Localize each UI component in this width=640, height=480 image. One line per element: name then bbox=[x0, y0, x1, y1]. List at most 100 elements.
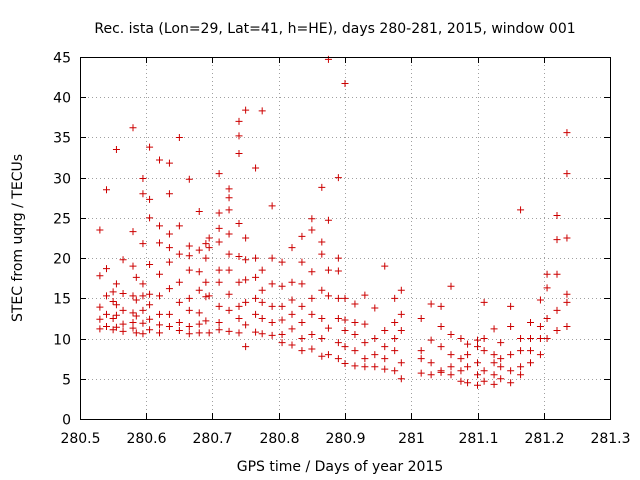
data-point bbox=[391, 335, 399, 343]
x-tick-label: 280.8 bbox=[259, 431, 299, 447]
data-point bbox=[96, 303, 104, 311]
x-tick-labels: 280.5 280.6 280.7 280.8 280.9 281 281.1 281.2 28… bbox=[60, 431, 630, 447]
data-point bbox=[139, 319, 147, 327]
data-point bbox=[324, 324, 332, 332]
y-tick-label: 10 bbox=[53, 333, 71, 349]
data-point bbox=[165, 230, 173, 238]
data-point bbox=[278, 316, 286, 324]
data-point bbox=[242, 256, 250, 264]
data-point bbox=[318, 314, 326, 322]
data-point bbox=[447, 282, 455, 290]
data-point bbox=[427, 359, 435, 367]
data-point bbox=[185, 330, 193, 338]
data-point bbox=[185, 242, 193, 250]
data-point bbox=[464, 363, 472, 371]
data-point bbox=[278, 258, 286, 266]
data-point bbox=[139, 174, 147, 182]
data-point bbox=[497, 355, 505, 363]
data-point bbox=[298, 280, 306, 288]
data-point bbox=[361, 291, 369, 299]
data-point bbox=[278, 302, 286, 310]
data-point bbox=[361, 320, 369, 328]
data-point bbox=[563, 170, 571, 178]
data-point bbox=[517, 363, 525, 371]
data-point bbox=[371, 363, 379, 371]
data-point bbox=[351, 331, 359, 339]
data-point bbox=[288, 310, 296, 318]
data-point bbox=[474, 371, 481, 379]
data-point bbox=[553, 306, 561, 314]
data-point bbox=[381, 355, 389, 363]
data-point bbox=[536, 322, 544, 330]
data-point bbox=[437, 368, 445, 376]
data-point bbox=[225, 206, 233, 214]
data-point bbox=[334, 267, 342, 275]
data-point bbox=[278, 331, 286, 339]
data-point bbox=[474, 381, 481, 389]
data-point bbox=[288, 325, 296, 333]
data-point bbox=[490, 359, 498, 367]
data-point bbox=[225, 185, 233, 193]
data-point bbox=[235, 150, 243, 158]
data-point bbox=[381, 365, 389, 373]
data-point bbox=[225, 194, 233, 202]
data-point bbox=[195, 329, 203, 337]
data-point bbox=[334, 355, 342, 363]
data-point bbox=[96, 325, 104, 333]
data-point bbox=[490, 325, 498, 333]
data-point bbox=[205, 244, 213, 252]
data-point bbox=[341, 327, 349, 335]
x-tick-label: 280.5 bbox=[60, 431, 100, 447]
data-point bbox=[165, 190, 173, 198]
data-point bbox=[324, 55, 332, 63]
data-point bbox=[175, 327, 183, 335]
data-point bbox=[527, 359, 534, 367]
data-point bbox=[341, 294, 349, 302]
data-point bbox=[215, 170, 223, 178]
data-point bbox=[308, 331, 316, 339]
y-tick-labels: 0 5 10 15 20 25 30 35 40 45 bbox=[53, 51, 71, 429]
data-point bbox=[146, 301, 154, 309]
data-point bbox=[381, 327, 389, 335]
data-point bbox=[490, 380, 498, 388]
data-point bbox=[334, 314, 342, 322]
data-point bbox=[215, 224, 223, 232]
data-point bbox=[437, 302, 445, 310]
data-point bbox=[202, 317, 210, 325]
x-tick-label: 281.1 bbox=[458, 431, 498, 447]
data-point bbox=[447, 331, 455, 339]
data-point bbox=[103, 292, 110, 300]
data-point bbox=[235, 278, 243, 286]
y-tick-label: 30 bbox=[53, 172, 71, 188]
data-point bbox=[252, 310, 260, 318]
data-point bbox=[474, 343, 481, 351]
x-axis-label: GPS time / Days of year 2015 bbox=[237, 459, 444, 475]
data-point bbox=[268, 318, 276, 326]
data-point bbox=[480, 335, 488, 343]
data-point bbox=[507, 351, 515, 359]
data-point bbox=[132, 312, 140, 320]
data-point bbox=[543, 270, 551, 278]
data-point bbox=[175, 222, 183, 230]
x-tick-label: 281.3 bbox=[590, 431, 630, 447]
data-point bbox=[308, 226, 316, 234]
data-point bbox=[268, 202, 276, 210]
data-point bbox=[225, 290, 233, 298]
data-point bbox=[129, 309, 137, 317]
data-point bbox=[175, 278, 183, 286]
data-point bbox=[146, 315, 154, 323]
data-point bbox=[288, 244, 296, 252]
data-point bbox=[129, 324, 137, 332]
data-point bbox=[129, 262, 137, 270]
data-point bbox=[324, 351, 332, 359]
data-point bbox=[397, 359, 405, 367]
data-point bbox=[139, 280, 147, 288]
data-point bbox=[417, 369, 425, 377]
data-point bbox=[185, 175, 193, 183]
data-point bbox=[156, 292, 163, 300]
data-point bbox=[112, 311, 120, 319]
data-point bbox=[175, 133, 183, 141]
data-point bbox=[536, 351, 544, 359]
data-point bbox=[165, 285, 173, 293]
data-point bbox=[156, 239, 163, 247]
